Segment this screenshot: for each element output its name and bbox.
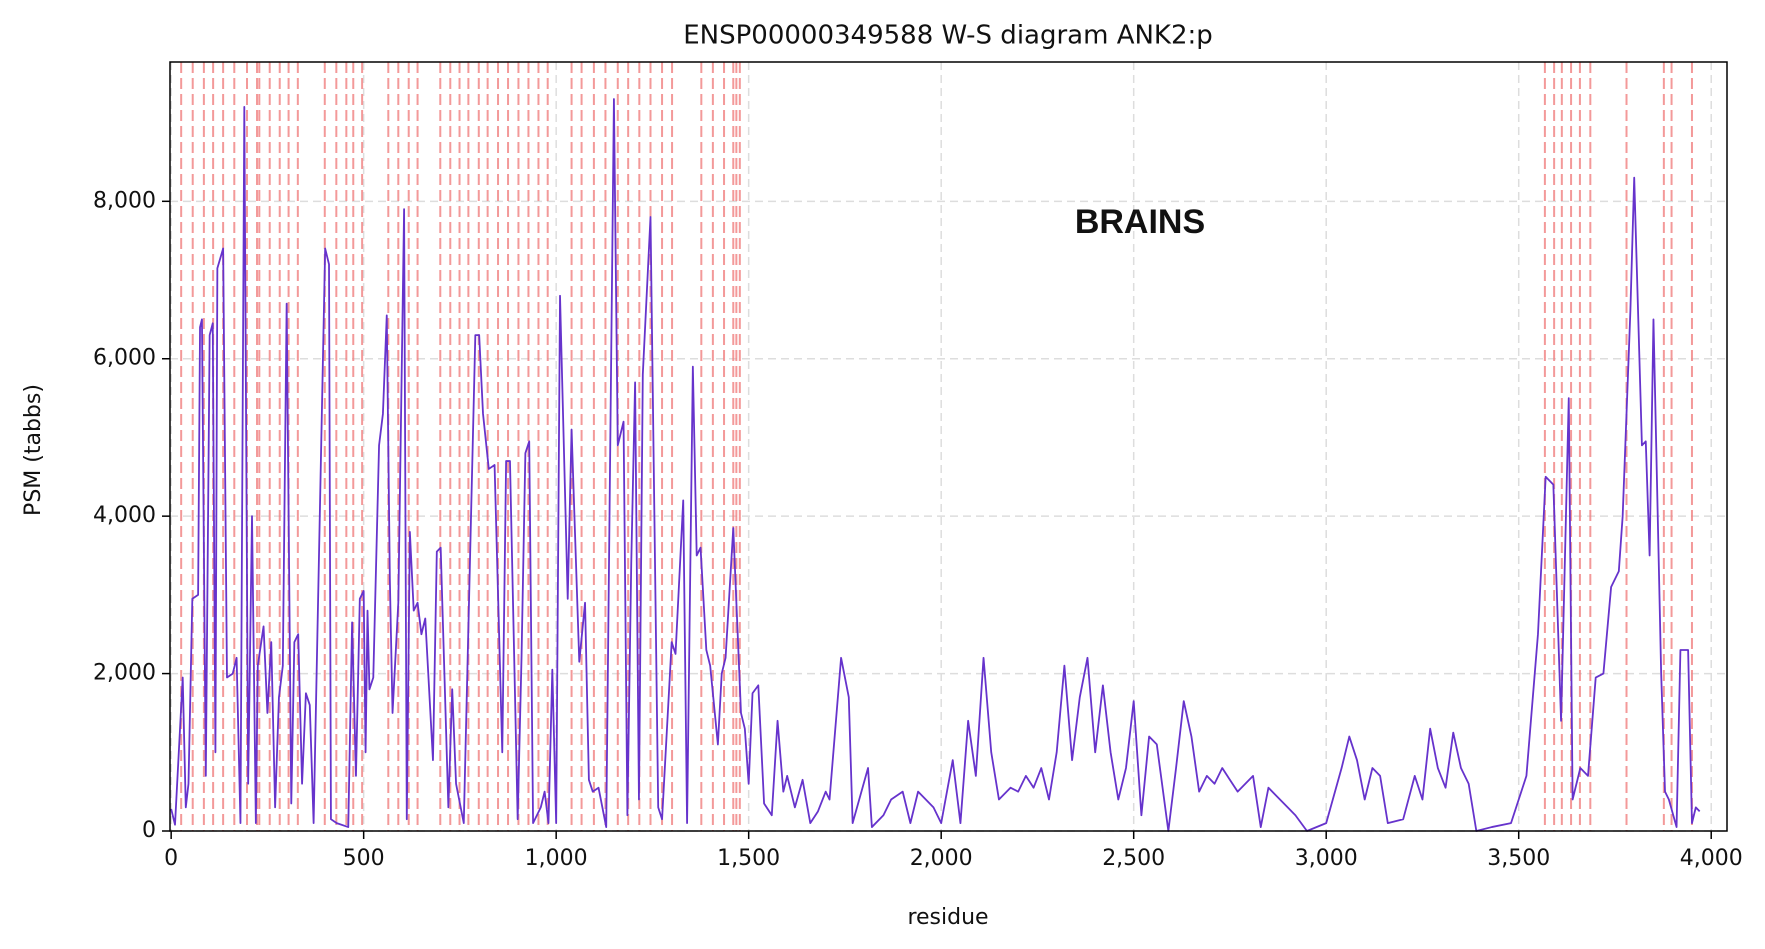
- x-tick-label: 1,500: [717, 846, 780, 871]
- x-tick-label: 3,000: [1295, 846, 1358, 871]
- y-tick-label: 6,000: [93, 346, 156, 371]
- data-line: [170, 98, 1701, 832]
- plot-frame: [169, 61, 1728, 832]
- x-tick-label: 1,000: [525, 846, 588, 871]
- x-tick-label: 2,000: [910, 846, 973, 871]
- y-tick-label: 2,000: [93, 661, 156, 686]
- x-tick-label: 500: [343, 846, 385, 871]
- y-tick-label: 8,000: [93, 188, 156, 213]
- chart-title: ENSP00000349588 W-S diagram ANK2:p: [683, 21, 1213, 51]
- marks: [170, 62, 1701, 832]
- x-tick-label: 3,500: [1487, 846, 1550, 871]
- grid: [170, 62, 1727, 832]
- x-tick-label: 4,000: [1680, 846, 1743, 871]
- annotation: BRAINS: [1075, 203, 1205, 241]
- x-tick-label: 2,500: [1102, 846, 1165, 871]
- y-axis-label: PSM (tabbs): [21, 384, 46, 516]
- x-tick-label: 0: [164, 846, 178, 871]
- x-axis-label: residue: [907, 905, 988, 930]
- y-tick-label: 4,000: [93, 503, 156, 528]
- y-tick-label: 0: [142, 818, 156, 843]
